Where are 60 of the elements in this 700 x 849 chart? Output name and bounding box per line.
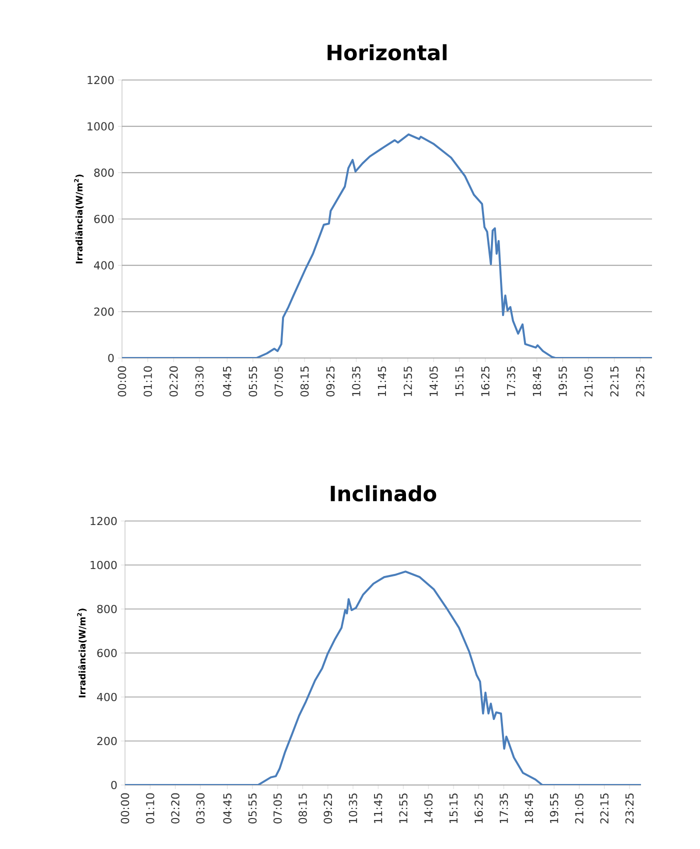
- x-tick-label: 17:35: [506, 366, 516, 396]
- x-tick-label: 07:05: [273, 793, 282, 824]
- x-tick-label: 19:55: [550, 793, 558, 824]
- x-tick-label: 05:55: [248, 793, 257, 824]
- x-tick-label: 15:15: [455, 366, 464, 396]
- y-tick-label: 800: [94, 168, 114, 177]
- x-tick-label: 10:35: [352, 366, 360, 396]
- y-tick-label: 200: [97, 736, 117, 746]
- x-tick-label: 16:25: [481, 366, 490, 396]
- y-tick-label: 400: [94, 261, 114, 270]
- x-tick-label: 12:55: [399, 793, 408, 824]
- x-tick-label: 15:15: [449, 793, 458, 824]
- x-tick-label: 12:55: [404, 366, 412, 396]
- y-tick-label: 200: [94, 308, 114, 316]
- x-tick-label: 08:15: [298, 793, 307, 824]
- x-tick-label: 14:05: [430, 366, 438, 396]
- y-tick-label: 1200: [90, 516, 117, 526]
- y-tick-label: 400: [97, 692, 117, 702]
- x-tick-label: 23:25: [636, 366, 644, 396]
- x-tick-label: 10:35: [348, 793, 358, 824]
- x-tick-label: 17:35: [500, 793, 508, 824]
- x-tick-label: 02:20: [171, 793, 180, 824]
- y-tick-label: 1000: [88, 122, 114, 130]
- y-tick-label: 1200: [88, 76, 114, 84]
- x-tick-label: 03:30: [196, 793, 205, 824]
- x-tick-label: 23:25: [625, 793, 634, 824]
- x-tick-label: 08:15: [300, 366, 309, 397]
- y-tick-label: 600: [97, 648, 117, 658]
- x-tick-label: 02:20: [169, 366, 178, 397]
- x-tick-label: 03:30: [195, 366, 204, 397]
- x-tick-label: 07:05: [274, 366, 283, 397]
- x-tick-label: 19:55: [558, 366, 567, 396]
- x-tick-label: 18:45: [524, 793, 534, 824]
- x-tick-label: 21:05: [584, 366, 593, 396]
- y-axis-title: Irradiância(W/m$^{2}$): [77, 608, 87, 698]
- x-tick-label: 00:00: [118, 366, 126, 397]
- x-tick-label: 22:15: [600, 793, 609, 824]
- x-tick-label: 04:45: [222, 366, 232, 397]
- y-tick-label: 0: [111, 780, 117, 790]
- y-tick-label: 800: [97, 604, 117, 614]
- x-tick-label: 09:25: [324, 793, 332, 824]
- x-tick-label: 09:25: [326, 366, 335, 397]
- x-tick-label: 05:55: [248, 366, 258, 397]
- x-tick-label: 22:15: [610, 366, 619, 396]
- x-tick-label: 11:45: [378, 366, 386, 396]
- x-tick-label: 16:25: [474, 793, 483, 824]
- y-tick-label: 1000: [90, 560, 117, 570]
- x-tick-label: 00:00: [120, 793, 130, 824]
- y-tick-label: 0: [108, 354, 114, 362]
- y-axis-title: Irradiância(W/m$^{2}$): [74, 174, 84, 264]
- x-tick-label: 01:10: [146, 793, 154, 824]
- x-tick-label: 11:45: [374, 793, 382, 824]
- x-tick-label: 01:10: [144, 366, 152, 397]
- x-tick-label: 18:45: [532, 366, 542, 396]
- x-tick-label: 21:05: [575, 793, 584, 824]
- chart-title: Horizontal: [328, 44, 447, 60]
- x-tick-label: 14:05: [424, 793, 433, 824]
- y-tick-label: 600: [94, 214, 114, 224]
- chart-title: Inclinado: [330, 485, 436, 502]
- x-tick-label: 04:45: [223, 793, 232, 824]
